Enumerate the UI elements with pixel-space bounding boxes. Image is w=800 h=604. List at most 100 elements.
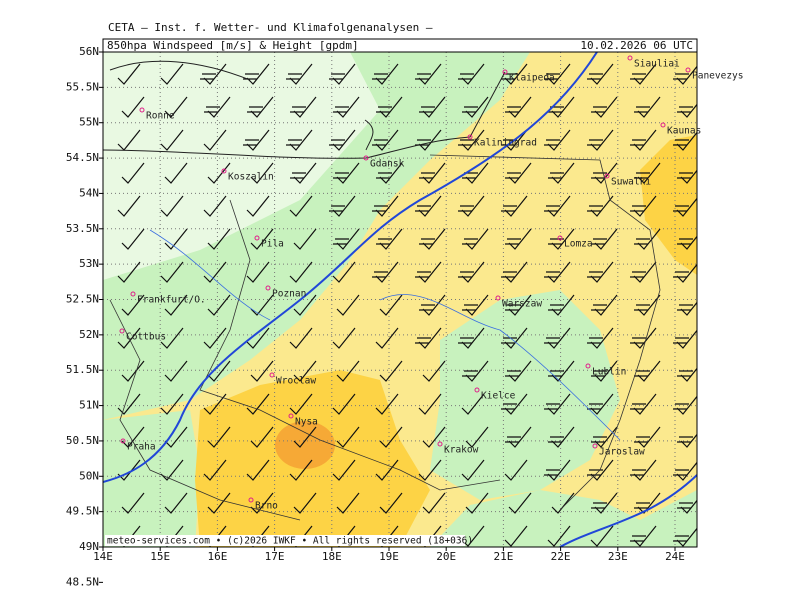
wind-barb: [634, 360, 661, 382]
city-marker: [474, 387, 480, 393]
city-label: Kaliningrad: [474, 138, 537, 149]
city-label: Poznan: [272, 289, 306, 300]
wind-barb: [673, 197, 697, 217]
city-label: Krakow: [444, 445, 479, 456]
lat-label: 53.5N: [66, 222, 99, 235]
city-label: Siauliai: [634, 59, 680, 70]
wind-barb: [630, 459, 657, 481]
wind-barb: [462, 96, 489, 118]
wind-barb: [329, 63, 356, 85]
wind-barb: [379, 492, 403, 514]
city-marker: [502, 69, 508, 75]
city-marker: [119, 328, 125, 334]
wind-barb: [289, 195, 313, 217]
header: CETA – Inst. f. Wetter- und Klimafolgena…: [108, 21, 433, 34]
map-field: [103, 52, 697, 547]
city-label: Pila: [261, 239, 284, 250]
wind-barb: [630, 327, 657, 349]
wind-barb: [160, 327, 184, 349]
lat-label: 56N: [79, 45, 99, 58]
wind-barb: [458, 195, 485, 217]
lon-label: 15E: [150, 550, 170, 563]
city-label: Cottbus: [126, 332, 166, 343]
city-label: Klaipeda: [509, 73, 555, 84]
lon-label: 22E: [551, 550, 571, 563]
wind-barb: [290, 96, 317, 118]
wind-barb: [547, 525, 571, 547]
wind-barb: [117, 393, 141, 415]
wind-barb: [243, 129, 270, 151]
city-label: Panevezys: [692, 71, 743, 82]
wind-barb: [673, 461, 697, 481]
city-marker: [660, 122, 666, 128]
city-label: Praha: [127, 442, 156, 453]
lat-label: 52N: [79, 328, 99, 341]
lon-label: 20E: [436, 550, 456, 563]
wind-barb: [630, 525, 657, 547]
wind-barb: [591, 96, 618, 118]
wind-barb: [548, 360, 575, 382]
wind-barb: [630, 195, 657, 217]
wind-barb: [673, 395, 697, 415]
wind-barb: [505, 426, 532, 448]
wind-barb: [419, 294, 446, 316]
city-marker: [467, 134, 473, 140]
city-marker: [592, 443, 598, 449]
wind-barb: [246, 195, 270, 217]
wind-barb: [329, 195, 356, 217]
wind-barb: [587, 459, 614, 481]
wind-barb: [246, 393, 270, 415]
lat-label: 50.5N: [66, 434, 99, 447]
lon-label: 21E: [493, 550, 513, 563]
wind-barb: [372, 261, 399, 283]
city-label: Brno: [255, 501, 278, 512]
wind-barb: [375, 393, 399, 415]
wind-barb: [634, 426, 661, 448]
city-marker: [265, 285, 271, 291]
wind-barb: [375, 327, 399, 349]
wind-barb: [164, 96, 188, 118]
wind-barb: [677, 499, 697, 514]
city-marker: [139, 107, 145, 113]
footer: meteo-services.com • (c)2026 IWKF • All …: [107, 536, 473, 547]
wind-barb: [164, 426, 188, 448]
lat-label: 54N: [79, 186, 99, 199]
lat-label: 50N: [79, 469, 99, 482]
city-marker: [120, 438, 126, 444]
wind-barb: [505, 294, 532, 316]
wind-barb: [634, 162, 661, 184]
wind-barb: [458, 129, 485, 151]
wind-barb: [207, 294, 231, 316]
lat-label: 55.5N: [66, 80, 99, 93]
lon-label: 23E: [608, 550, 628, 563]
wind-barb: [677, 169, 697, 184]
wind-barb: [677, 301, 697, 316]
lon-label: 18E: [322, 550, 342, 563]
wind-barb: [587, 195, 614, 217]
wind-barb: [591, 426, 618, 448]
cities: Ronne Koszalin Gdansk Klaipeda Kaliningrad Si…: [119, 55, 743, 512]
wind-barb: [544, 393, 571, 415]
wind-barb: [504, 459, 528, 481]
wind-barb: [293, 360, 317, 382]
wind-barb: [203, 393, 227, 415]
lat-label: 51.5N: [66, 363, 99, 376]
title: 850hpa Windspeed [m/s] & Height [gpdm]: [107, 39, 359, 52]
wind-barb: [203, 459, 227, 481]
wind-barb: [372, 195, 399, 217]
city-label: Gdansk: [370, 159, 405, 170]
wind-barb: [207, 360, 231, 382]
lon-label: 16E: [207, 550, 227, 563]
wind-barb: [332, 261, 356, 283]
wind-barb: [505, 162, 532, 184]
wind-barbs: [117, 63, 697, 547]
wind-barb: [501, 393, 528, 415]
wind-barb: [677, 235, 697, 250]
wind-barb: [286, 129, 313, 151]
lat-label: 55N: [79, 116, 99, 129]
wind-barb: [634, 492, 661, 514]
wind-barb: [587, 261, 614, 283]
wind-barb: [587, 327, 614, 349]
wind-barb: [630, 63, 657, 85]
